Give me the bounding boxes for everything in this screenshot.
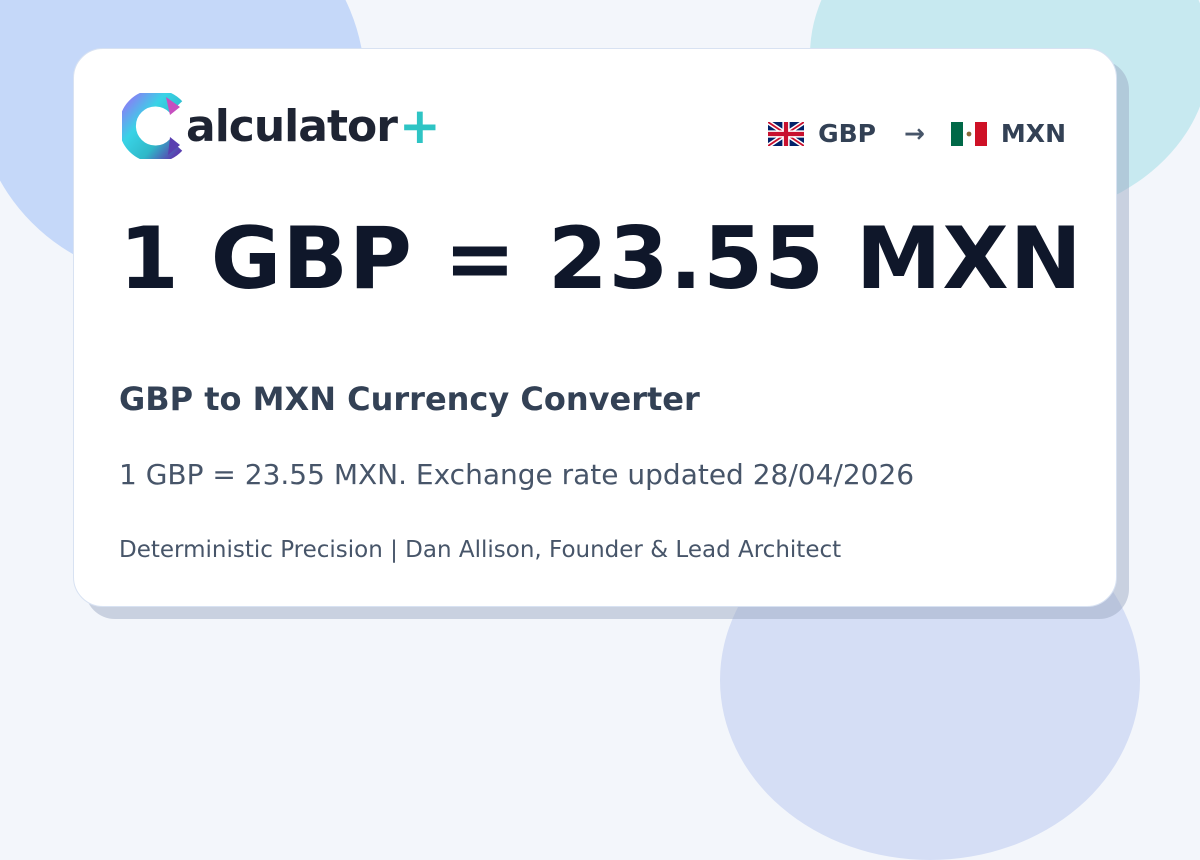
converter-title: GBP to MXN Currency Converter — [119, 380, 700, 418]
rate-description: 1 GBP = 23.55 MXN. Exchange rate updated… — [119, 458, 915, 491]
uk-flag-icon — [768, 121, 805, 146]
rate-card: alculator + GBP → MXN 1 GBP = 23.55 MXN … — [73, 48, 1117, 607]
to-currency: MXN — [1000, 119, 1066, 148]
from-currency: GBP — [818, 119, 876, 148]
exchange-rate-headline: 1 GBP = 23.55 MXN — [119, 209, 1083, 309]
logo-plus: + — [398, 97, 441, 155]
currency-pair: GBP → MXN — [768, 119, 1066, 148]
logo-text: alculator — [186, 100, 398, 152]
author-credit: Deterministic Precision | Dan Allison, F… — [119, 537, 842, 563]
arrow-right-icon: → — [903, 119, 925, 148]
calculator-plus-logo[interactable]: alculator + — [122, 93, 441, 159]
mexico-flag-icon — [950, 121, 987, 146]
logo-c-icon — [122, 93, 183, 159]
